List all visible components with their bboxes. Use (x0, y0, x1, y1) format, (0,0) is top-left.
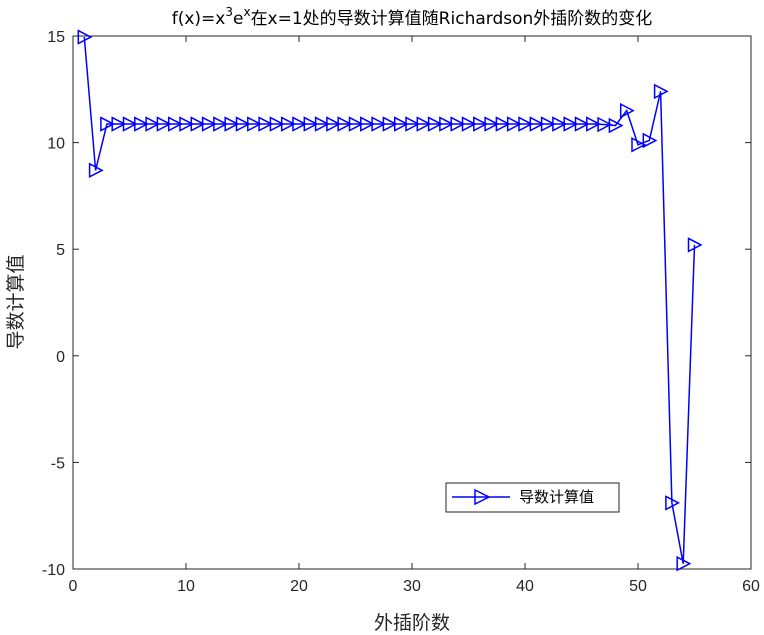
data-point (405, 116, 421, 132)
data-point (337, 116, 353, 132)
data-point (495, 116, 511, 132)
x-tick-label: 60 (742, 578, 760, 595)
title-suffix: 在x=1处的导数计算值随Richardson外插阶数的变化 (251, 9, 653, 29)
data-point (439, 116, 455, 132)
data-point (235, 116, 251, 132)
data-point (631, 136, 647, 153)
data-point (122, 116, 138, 132)
chart-title: f(x)=x3ex在x=1处的导数计算值随Richardson外插阶数的变化 (172, 5, 653, 29)
data-point (303, 116, 319, 132)
x-tick-label: 40 (516, 578, 534, 595)
title-superscript-1: 3 (225, 5, 233, 19)
x-tick-label: 0 (69, 578, 78, 595)
data-point (484, 116, 500, 132)
data-point (473, 116, 488, 132)
data-point (506, 116, 522, 132)
data-point (665, 495, 681, 511)
data-point (326, 116, 342, 132)
data-point (111, 116, 127, 132)
y-axis: -10 -5 0 5 10 15 (42, 29, 751, 579)
data-point (608, 117, 624, 134)
title-middle: e (233, 9, 243, 29)
x-tick-label: 30 (403, 578, 421, 595)
data-point (518, 116, 534, 132)
data-point (190, 116, 206, 132)
data-point (314, 116, 330, 132)
legend: 导数计算值 (445, 482, 620, 513)
series-line-0 (83, 37, 696, 564)
title-prefix: f(x)=x (172, 9, 226, 29)
data-point (416, 116, 432, 132)
y-tick-label: 15 (47, 29, 65, 46)
data-point (382, 116, 398, 132)
y-axis-label: 导数计算值 (5, 254, 27, 349)
data-point (529, 116, 545, 132)
data-point (574, 116, 590, 132)
data-point (360, 116, 375, 132)
data-point (167, 116, 183, 132)
y-tick-label: -10 (42, 562, 65, 579)
data-point (676, 555, 692, 572)
data-point (292, 116, 308, 132)
y-tick-label: 10 (47, 136, 65, 153)
plot-area (72, 35, 752, 570)
data-point (687, 237, 703, 253)
data-point (348, 116, 364, 132)
data-point (201, 116, 217, 132)
data-point (393, 116, 409, 132)
series-layer (77, 29, 703, 572)
data-point (563, 116, 579, 132)
data-point (450, 116, 466, 132)
title-superscript-2: x (243, 5, 250, 19)
data-point (280, 116, 296, 132)
data-point (461, 116, 477, 132)
data-point (258, 116, 274, 132)
data-point (642, 132, 658, 149)
x-tick-label: 50 (629, 578, 647, 595)
data-point (269, 116, 285, 132)
data-point (134, 116, 149, 132)
data-point (653, 83, 669, 100)
legend-label: 导数计算值 (519, 488, 594, 506)
data-point (247, 116, 262, 132)
x-tick-label: 20 (290, 578, 308, 595)
data-point (145, 116, 161, 132)
data-point (552, 116, 568, 132)
data-point (586, 116, 601, 132)
y-tick-label: -5 (51, 455, 65, 472)
data-point (619, 102, 635, 119)
data-point (77, 29, 93, 45)
data-point (224, 116, 240, 132)
data-point (371, 116, 387, 132)
data-point (88, 162, 104, 179)
y-tick-label: 5 (56, 242, 65, 259)
x-axis-label: 外插阶数 (374, 612, 450, 634)
data-point (213, 116, 229, 132)
data-point (156, 116, 172, 132)
data-point (100, 116, 116, 132)
data-point (597, 116, 613, 133)
data-point (179, 116, 195, 132)
legend-marker (474, 488, 491, 506)
data-point (540, 116, 556, 132)
x-axis: 0 10 20 30 40 50 60 (69, 36, 760, 595)
y-tick-label: 0 (56, 349, 65, 366)
x-tick-label: 10 (177, 578, 195, 595)
data-point (427, 116, 443, 132)
